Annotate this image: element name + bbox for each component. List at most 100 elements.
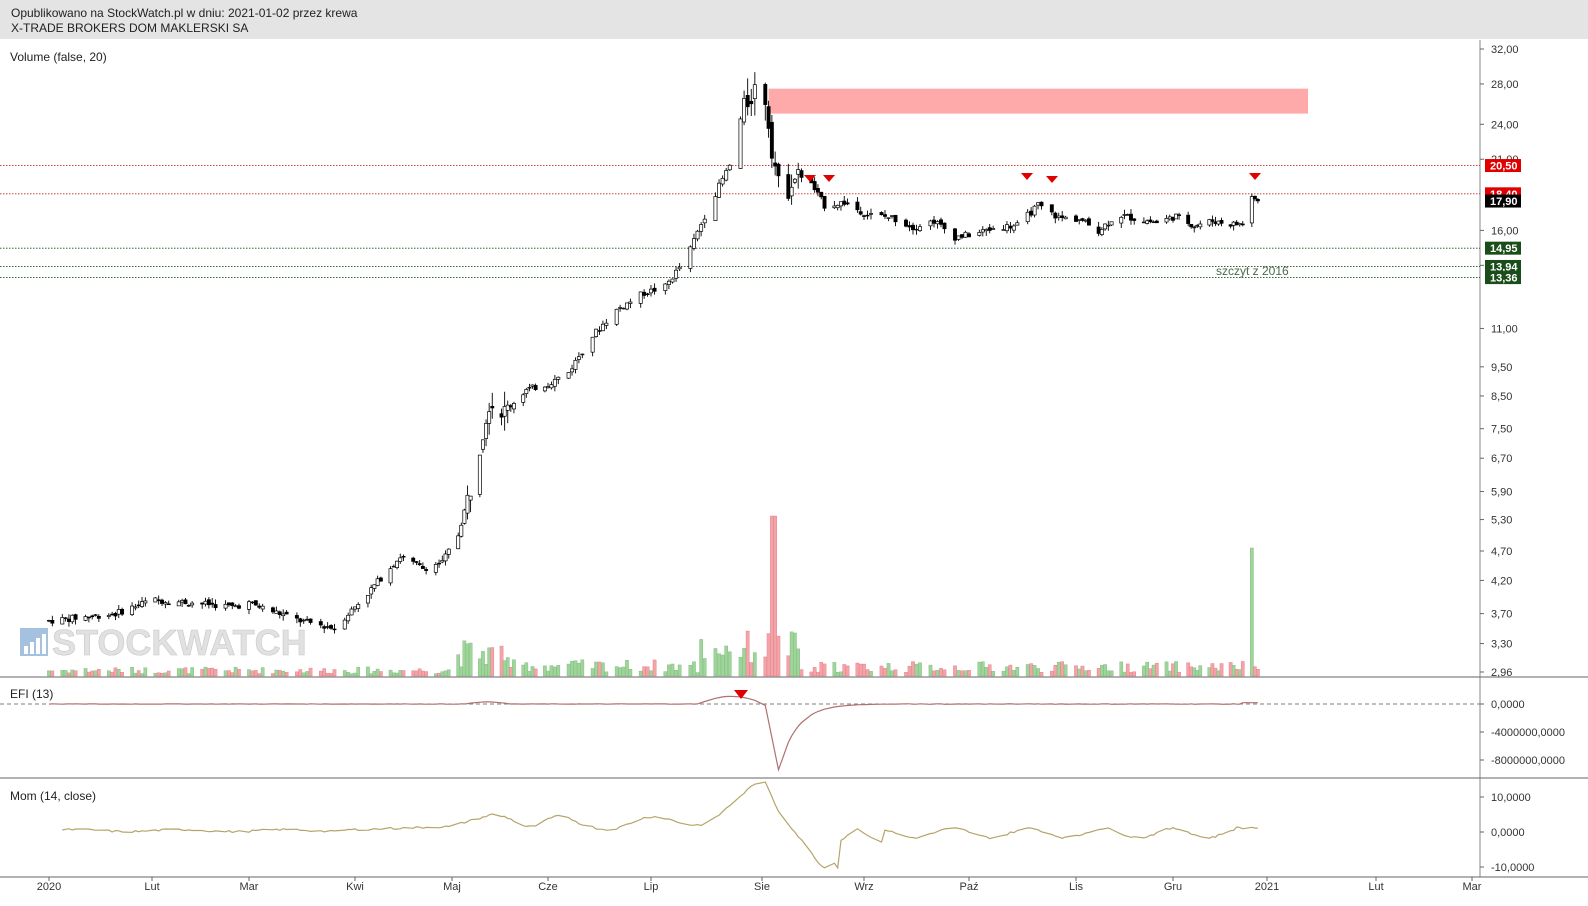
volume-bar xyxy=(372,670,377,677)
watermark-logo-bar xyxy=(42,634,46,654)
volume-bar xyxy=(869,671,873,677)
candle-body xyxy=(839,201,843,207)
level-tag-bg xyxy=(1485,194,1521,208)
x-tick-label: Lut xyxy=(144,881,159,893)
volume-bar xyxy=(738,657,743,677)
y-tick-label: 6,70 xyxy=(1491,453,1512,465)
volume-bar xyxy=(692,661,696,677)
candle-body xyxy=(984,229,989,232)
volume-bar xyxy=(417,668,422,677)
volume-bar xyxy=(298,669,303,677)
level-tag: 17,90 xyxy=(1485,194,1521,208)
volume-bar xyxy=(699,639,703,677)
volume-bar xyxy=(1077,668,1082,677)
candle-body xyxy=(594,328,599,337)
candle-body xyxy=(742,98,747,123)
candle-body xyxy=(417,563,422,566)
y-tick-label: 4,20 xyxy=(1491,575,1512,587)
candle-body xyxy=(638,291,643,304)
candle-body xyxy=(604,322,609,326)
volume-bar xyxy=(459,666,464,677)
volume-bar xyxy=(1025,664,1030,677)
candle-body xyxy=(63,617,68,619)
candle-body xyxy=(140,601,144,607)
volume-bar xyxy=(487,647,491,677)
candle-body xyxy=(1074,215,1078,222)
candle-body xyxy=(206,599,211,606)
volume-bar xyxy=(816,671,820,677)
candle-body xyxy=(391,565,396,568)
volume-bar xyxy=(1063,664,1068,677)
candle-body xyxy=(533,385,538,390)
volume-bar xyxy=(1083,670,1088,677)
candle-body xyxy=(776,163,781,177)
candle-body xyxy=(556,376,561,380)
candle-body xyxy=(163,602,168,605)
volume-bar xyxy=(549,665,554,677)
volume-bar xyxy=(1216,670,1221,677)
candle-body xyxy=(106,615,111,617)
candle-body xyxy=(1103,223,1108,230)
candle-body xyxy=(628,301,633,304)
peak-marker-icon xyxy=(823,175,835,182)
volume-bar xyxy=(963,670,968,677)
candle-body xyxy=(677,266,682,270)
volume-bar xyxy=(1237,669,1242,677)
volume-bar xyxy=(322,668,327,677)
candle-body xyxy=(749,100,754,105)
candle-body xyxy=(250,601,255,604)
volume-bar xyxy=(753,652,757,677)
x-tick-label: Sie xyxy=(754,881,770,893)
volume-bar xyxy=(1122,671,1127,677)
volume-bar xyxy=(713,648,718,677)
volume-bar xyxy=(186,673,191,677)
candle-body xyxy=(395,560,399,568)
volume-bar xyxy=(254,670,258,677)
candle-body xyxy=(213,604,218,609)
volume-bar xyxy=(107,670,111,677)
volume-bar xyxy=(349,673,354,677)
candle-body xyxy=(210,602,215,605)
volume-bar xyxy=(462,640,467,677)
volume-bar xyxy=(143,667,148,677)
candle-body xyxy=(332,628,337,631)
candle-body xyxy=(508,405,513,408)
candle-body xyxy=(819,191,824,198)
candle-body xyxy=(580,353,585,356)
candle-body xyxy=(1129,213,1133,221)
candle-body xyxy=(542,386,547,392)
volume-bar xyxy=(862,663,866,677)
candle-body xyxy=(1125,214,1130,216)
candle-body xyxy=(190,602,195,606)
candle-body xyxy=(769,121,774,159)
volume-indicator-label: Volume (false, 20) xyxy=(10,50,107,64)
volume-bar xyxy=(527,671,532,677)
watermark-text: STOCKWATCH xyxy=(52,622,307,663)
volume-bar xyxy=(295,671,299,677)
candle-body xyxy=(597,330,602,332)
volume-bar xyxy=(1015,667,1020,677)
volume-bar xyxy=(628,669,633,677)
candle-body xyxy=(674,269,679,279)
volume-bar xyxy=(183,667,188,677)
candle-body xyxy=(1164,218,1169,223)
volume-bar xyxy=(1053,664,1058,677)
volume-bar xyxy=(210,667,215,677)
candle-body xyxy=(1177,214,1182,216)
volume-bar xyxy=(366,666,370,677)
candle-body xyxy=(862,215,866,217)
candle-body xyxy=(724,170,729,181)
volume-bar xyxy=(120,672,124,677)
volume-bar xyxy=(1050,670,1054,677)
candle-body xyxy=(1189,223,1194,228)
candle-body xyxy=(277,611,282,615)
candle-body xyxy=(322,626,327,629)
volume-bar xyxy=(87,671,91,677)
y-tick-label: 28,00 xyxy=(1491,79,1519,91)
volume-bar xyxy=(670,663,675,677)
candle-body xyxy=(789,186,794,197)
momentum-line xyxy=(62,781,1258,870)
candle-body xyxy=(1122,214,1127,216)
candle-body xyxy=(1080,218,1085,221)
